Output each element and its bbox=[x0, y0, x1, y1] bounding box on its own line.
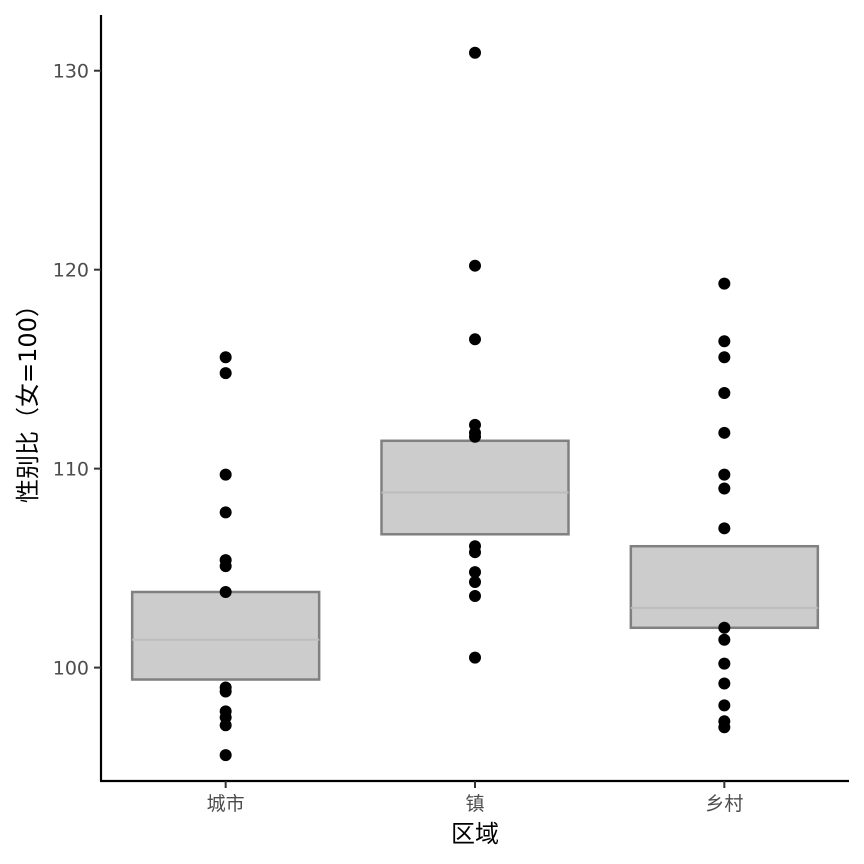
y-tick-label: 130 bbox=[53, 61, 89, 83]
data-point bbox=[219, 367, 232, 380]
data-point bbox=[469, 576, 481, 589]
data-point bbox=[718, 677, 731, 690]
data-point bbox=[718, 522, 731, 535]
y-tick-label: 110 bbox=[53, 459, 89, 481]
data-point bbox=[718, 335, 731, 348]
data-point bbox=[469, 589, 481, 602]
data-point bbox=[718, 277, 731, 290]
data-point bbox=[718, 482, 731, 495]
data-point bbox=[219, 468, 232, 481]
y-tick-label: 100 bbox=[53, 658, 89, 680]
data-point bbox=[469, 46, 481, 59]
x-tick-label: 乡村 bbox=[705, 793, 743, 815]
box-2 bbox=[380, 439, 570, 536]
y-tick-label: 120 bbox=[53, 260, 89, 282]
data-point bbox=[469, 259, 481, 272]
data-point bbox=[219, 585, 232, 598]
x-tick-label: 镇 bbox=[465, 793, 484, 815]
y-axis-title: 性别比（女=100） bbox=[14, 293, 42, 503]
data-point bbox=[219, 719, 232, 732]
data-point bbox=[718, 657, 731, 670]
data-point bbox=[469, 651, 481, 664]
box-3 bbox=[629, 544, 820, 630]
data-point bbox=[718, 633, 731, 646]
data-point bbox=[718, 468, 731, 481]
data-point bbox=[219, 749, 232, 762]
data-point bbox=[219, 685, 232, 698]
boxes-layer bbox=[130, 439, 820, 681]
x-axis-title: 区域 bbox=[451, 820, 499, 848]
data-point bbox=[469, 430, 481, 443]
data-point bbox=[469, 566, 481, 579]
data-point bbox=[718, 426, 731, 439]
data-point bbox=[469, 333, 481, 346]
points-layer bbox=[219, 46, 731, 762]
y-axis-ticks: 100 110 120 130 bbox=[53, 61, 101, 680]
data-point bbox=[718, 699, 731, 712]
data-point bbox=[718, 621, 731, 634]
box-1 bbox=[130, 590, 321, 681]
data-point bbox=[219, 506, 232, 519]
data-point bbox=[718, 387, 731, 400]
data-point bbox=[219, 351, 232, 364]
data-point bbox=[219, 560, 232, 573]
x-axis-ticks: 城市 镇 乡村 bbox=[207, 781, 743, 815]
data-point bbox=[718, 351, 731, 364]
data-point bbox=[469, 546, 481, 559]
x-tick-label: 城市 bbox=[207, 793, 245, 815]
data-point bbox=[718, 721, 731, 734]
